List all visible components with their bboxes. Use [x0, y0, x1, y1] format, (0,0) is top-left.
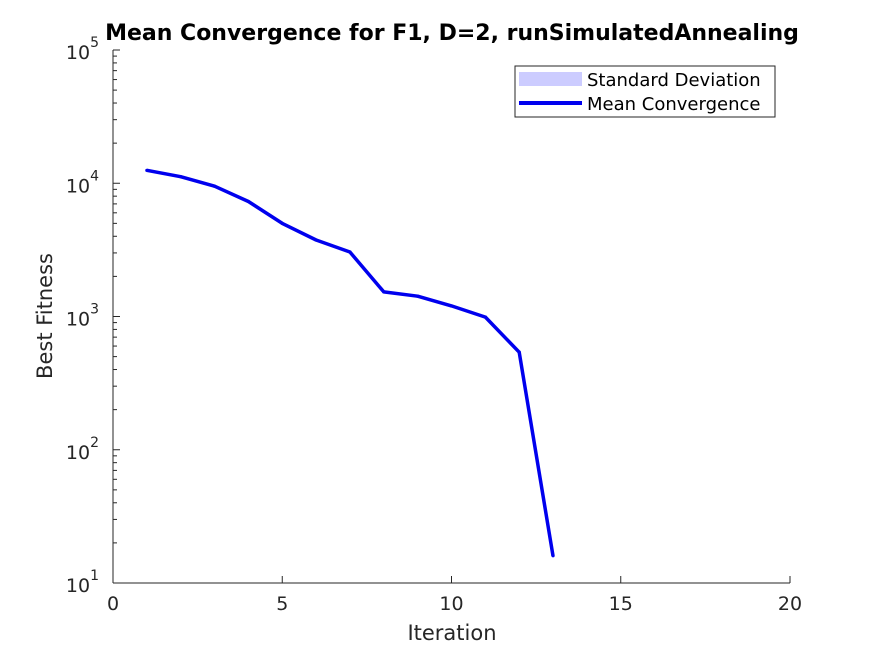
- x-tick-label: 15: [609, 593, 633, 615]
- series-point: [246, 199, 250, 204]
- y-tick-label: 104: [66, 168, 99, 197]
- axes: [112, 50, 790, 584]
- series-line-mean-convergence: [146, 168, 555, 557]
- x-tick-label: 5: [276, 593, 288, 615]
- y-tick-exponent: 5: [90, 35, 99, 51]
- series-point: [449, 304, 454, 308]
- series-point: [145, 168, 149, 172]
- y-tick-base: 10: [66, 309, 90, 331]
- x-tick-label: 20: [778, 593, 802, 615]
- legend-swatch-standard-deviation: [519, 72, 582, 86]
- legend-label-mean-convergence: Mean Convergence: [587, 94, 760, 115]
- y-tick-exponent: 1: [90, 568, 99, 584]
- series-point: [314, 238, 318, 242]
- series-point: [212, 184, 217, 188]
- y-tick-exponent: 3: [90, 302, 99, 318]
- series-point: [382, 290, 386, 294]
- y-tick-label: 101: [66, 568, 99, 597]
- series-point: [179, 175, 183, 179]
- series-point: [416, 294, 420, 298]
- series-layer: [145, 168, 555, 558]
- y-tick-label: 102: [66, 435, 99, 464]
- y-tick-label: 103: [66, 302, 99, 331]
- x-axis-label: Iteration: [407, 621, 496, 645]
- series-point: [517, 350, 521, 354]
- y-tick-label: 105: [66, 35, 99, 64]
- series-point: [348, 250, 352, 254]
- legend: Standard Deviation Mean Convergence: [514, 65, 776, 118]
- y-tick-base: 10: [66, 175, 90, 197]
- y-tick-exponent: 4: [90, 168, 99, 184]
- series-point: [483, 315, 487, 319]
- series-point: [280, 221, 284, 225]
- y-tick-base: 10: [66, 42, 90, 64]
- y-tick-base: 10: [66, 575, 90, 597]
- x-tick-label: 0: [107, 593, 119, 615]
- y-tick-exponent: 2: [90, 435, 99, 451]
- x-axis-ticks: 0 5 10 15 20: [107, 576, 802, 615]
- legend-label-standard-deviation: Standard Deviation: [587, 70, 761, 91]
- x-tick-label: 10: [439, 593, 463, 615]
- chart-title: Mean Convergence for F1, D=2, runSimulat…: [105, 21, 799, 46]
- y-tick-base: 10: [66, 442, 90, 464]
- series-point: [551, 554, 555, 558]
- y-axis-label: Best Fitness: [33, 253, 57, 379]
